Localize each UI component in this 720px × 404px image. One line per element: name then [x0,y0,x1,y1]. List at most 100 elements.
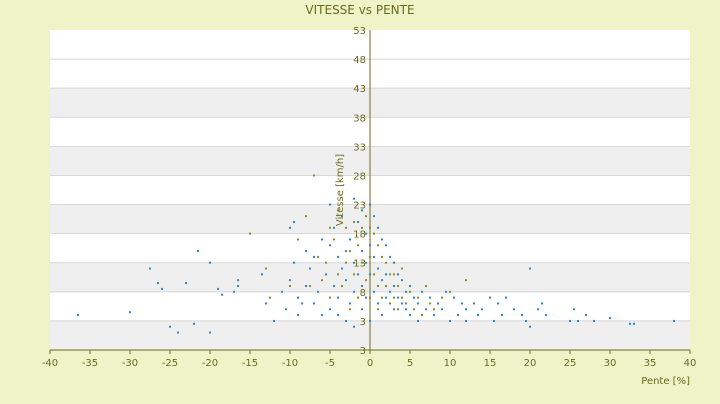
data-point-blue [209,331,211,334]
data-point-olive [337,273,339,276]
data-point-blue [525,319,527,322]
data-point-blue [361,285,363,287]
data-point-blue [193,322,195,325]
data-point-blue [377,226,379,229]
data-point-blue [393,285,395,287]
data-point-olive [309,285,311,287]
data-point-blue [381,238,383,241]
data-point-olive [357,296,359,299]
data-point-blue [361,209,363,212]
data-point-olive [305,215,307,218]
data-point-blue [501,314,503,317]
data-point-olive [409,290,411,293]
x-axis-label: Pente [%] [641,376,690,387]
data-point-blue [633,322,635,325]
data-point-blue [433,314,435,317]
data-point-blue [569,319,571,322]
data-point-blue [329,203,331,206]
data-point-blue [573,308,575,311]
data-point-blue [177,331,179,334]
data-point-blue [77,314,79,317]
data-point-blue [349,302,351,305]
data-point-blue [309,267,311,270]
data-point-blue [237,285,239,287]
data-point-blue [397,296,399,299]
data-point-blue [321,238,323,241]
y-tick-label: 3 [360,317,366,328]
x-tick-label: 25 [564,358,577,369]
data-point-olive [369,296,371,299]
data-point-blue [593,319,595,322]
data-point-olive [389,302,391,305]
x-tick-label: 0 [367,358,373,369]
x-tick-label: -30 [122,358,138,369]
data-point-blue [465,308,467,311]
data-point-blue [149,267,151,270]
data-point-blue [365,261,367,264]
data-point-olive [325,261,327,264]
data-point-blue [345,319,347,322]
data-point-blue [457,314,459,317]
data-point-blue [389,290,391,293]
y-tick-label: 3 [360,346,366,357]
data-point-olive [385,261,387,264]
data-point-blue [345,279,347,282]
data-point-blue [409,285,411,287]
data-point-blue [481,308,483,311]
data-point-blue [541,302,543,305]
data-point-blue [373,290,375,293]
x-tick-label: -40 [42,358,58,369]
data-point-olive [353,273,355,276]
data-point-blue [293,261,295,264]
data-point-olive [401,296,403,299]
data-point-blue [365,296,367,299]
data-point-blue [385,244,387,247]
data-point-blue [537,308,539,311]
x-tick-label: -15 [242,358,258,369]
data-point-blue [393,261,395,264]
data-point-blue [377,267,379,270]
data-point-blue [333,285,335,287]
data-point-blue [545,314,547,317]
data-point-olive [405,302,407,305]
data-point-olive [333,238,335,241]
data-point-blue [441,308,443,311]
data-point-olive [365,215,367,218]
data-point-blue [405,308,407,311]
data-point-blue [477,314,479,317]
y-tick-label: 13 [353,259,366,270]
data-point-blue [373,255,375,258]
data-point-blue [397,273,399,276]
y-tick-label: 18 [353,230,366,241]
data-point-blue [273,319,275,322]
data-point-olive [421,314,423,317]
data-point-blue [421,290,423,293]
data-point-blue [353,197,355,200]
chart-title: VITESSE vs PENTE [305,3,414,17]
data-point-blue [449,319,451,322]
data-point-blue [425,308,427,311]
data-point-blue [489,296,491,299]
data-point-blue [361,250,363,253]
x-tick-labels: -40 -35 -30 -25 -20 -15 -10 -5 0 5 10 15 20 25 30 35 40 [42,350,696,369]
data-point-blue [353,290,355,293]
x-tick-label: 5 [407,358,413,369]
data-point-blue [453,296,455,299]
data-point-blue [529,325,531,328]
data-point-blue [129,311,131,314]
data-point-blue [353,325,355,328]
x-tick-label: 30 [604,358,617,369]
data-point-blue [337,255,339,258]
data-point-blue [385,273,387,276]
data-point-blue [217,287,219,290]
data-point-blue [417,302,419,305]
data-point-blue [505,296,507,299]
y-axis-label: Vitesse [km/h] [335,154,346,226]
data-point-blue [497,302,499,305]
data-point-blue [461,302,463,305]
data-point-blue [209,261,211,264]
data-point-olive [369,255,371,258]
data-point-blue [237,279,239,282]
